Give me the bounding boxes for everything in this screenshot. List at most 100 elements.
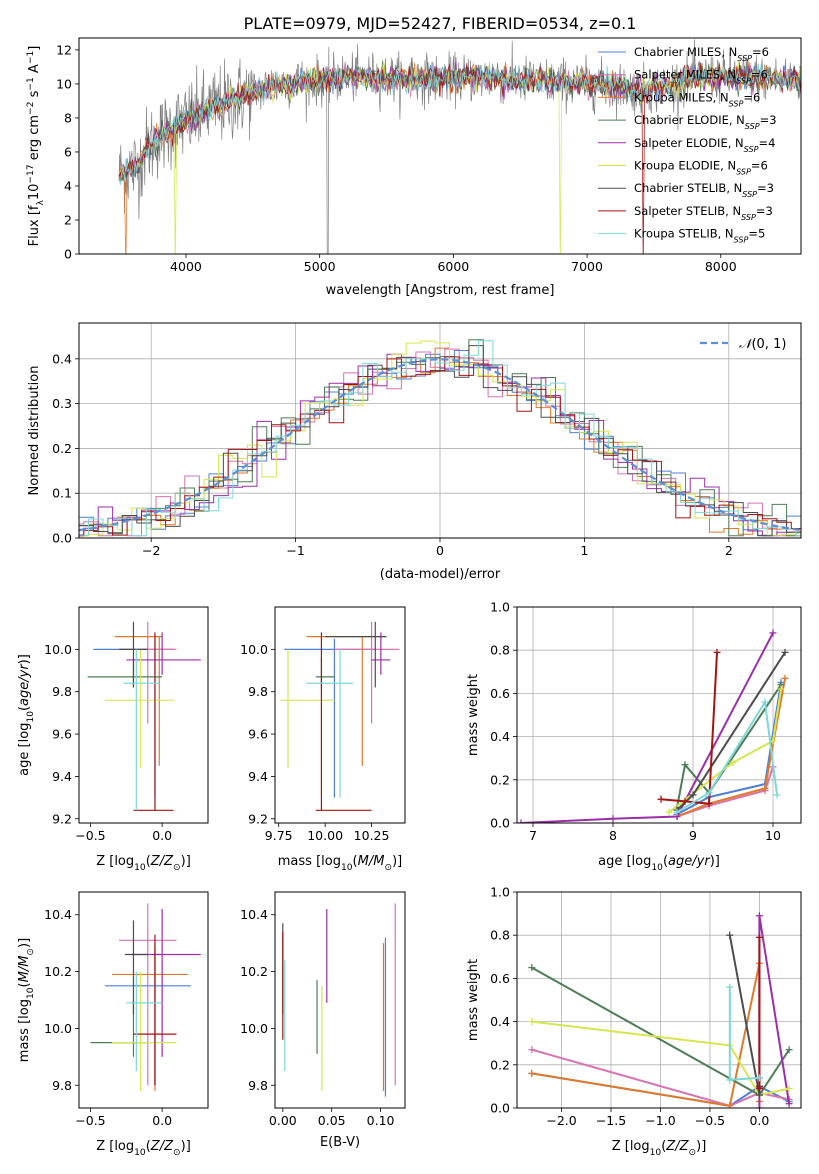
y-tick-label: 9.2 xyxy=(248,811,268,826)
mass-vs-Z-x-label: Z [log10(Z/Z⊙)] xyxy=(96,1139,191,1158)
weight-marker xyxy=(777,685,785,693)
weight-series-chabrier_stelib xyxy=(726,931,763,1099)
y-tick-label: 10.2 xyxy=(44,964,72,979)
x-tick-label: 10.25 xyxy=(354,828,390,843)
weight-marker xyxy=(726,931,734,939)
error-bar-point-kroupa_stelib xyxy=(123,649,160,811)
error-bar-point-salpeter_miles xyxy=(334,621,400,724)
x-tick-label: 6000 xyxy=(437,259,469,274)
error-bar-point-salpeter_stelib xyxy=(315,632,372,811)
weight-marker xyxy=(609,815,617,823)
residuals-x-label: (data-model)/error xyxy=(380,567,501,582)
y-tick-label: 0.4 xyxy=(490,729,510,744)
x-tick-label: 10 xyxy=(765,828,781,843)
histogram-chabrier_stelib xyxy=(79,345,801,537)
spectrum-frame xyxy=(78,37,802,255)
y-tick-label: 1.0 xyxy=(490,885,510,900)
x-tick-label: 0.00 xyxy=(269,1113,297,1128)
residuals-frame xyxy=(78,322,802,539)
x-tick-label: 10.00 xyxy=(307,828,343,843)
weight-marker xyxy=(785,1100,793,1108)
y-tick-label: 0.0 xyxy=(490,1101,510,1116)
x-tick-label: 8 xyxy=(609,828,617,843)
legend-entry: Kroupa STELIB, NSSP=5 xyxy=(634,227,765,245)
weight-marker xyxy=(785,1085,793,1093)
age-vs-mass-x-label: mass [log10(M/M⊙)] xyxy=(278,854,402,873)
x-tick-label: −0.5 xyxy=(695,1113,725,1128)
y-tick-label: 10.0 xyxy=(240,642,268,657)
y-tick-label: 9.4 xyxy=(52,769,72,784)
y-tick-label: 10.4 xyxy=(44,907,72,922)
weight-series-salpeter_stelib xyxy=(755,933,763,1093)
y-tick-label: 0.2 xyxy=(490,1057,510,1072)
histogram-salpeter_miles xyxy=(79,348,801,537)
age_vs_Z-axes: −0.5 0.0 9.2 9.4 9.6 9.8 10.0 xyxy=(44,642,172,843)
y-tick-label: 9.4 xyxy=(248,769,268,784)
mass-vs-ebv-x-label: E(B-V) xyxy=(320,1135,360,1150)
error-bar-point-chabrier_stelib xyxy=(325,621,387,688)
weight-marker xyxy=(755,1085,763,1093)
y-tick-label: 0.1 xyxy=(52,486,72,501)
spectrum-plot-area xyxy=(118,39,801,254)
y-tick-label: 10.0 xyxy=(44,1021,72,1036)
age_vs_Z-plot-area xyxy=(87,621,201,811)
y-tick-label: 0.2 xyxy=(52,441,72,456)
y-tick-label: 6 xyxy=(64,144,72,159)
y-tick-label: 10.2 xyxy=(240,964,268,979)
weight-line xyxy=(676,766,774,818)
mass_vs_ebv-plot-area xyxy=(282,903,396,1097)
normal-reference-curve xyxy=(79,358,801,532)
legend-entry: Chabrier ELODIE, NSSP=3 xyxy=(634,113,777,131)
legend-entry: Chabrier STELIB, NSSP=3 xyxy=(634,181,774,199)
spectrum-legend: Chabrier MILES, NSSP=6 Salpeter MILES, NS… xyxy=(598,45,777,244)
x-tick-label: 8000 xyxy=(705,259,737,274)
x-tick-label: 0 xyxy=(436,543,444,558)
weight-marker xyxy=(729,759,737,767)
error-bar-point-chabrier_miles xyxy=(284,638,376,798)
legend-entry: Salpeter STELIB, NSSP=3 xyxy=(634,204,773,222)
y-tick-label: 0 xyxy=(64,247,72,262)
x-tick-label: −1 xyxy=(286,543,304,558)
x-tick-label: −0.5 xyxy=(75,828,105,843)
y-tick-label: 0.6 xyxy=(490,686,510,701)
y-tick-label: 0.3 xyxy=(52,396,72,411)
x-tick-label: 9.75 xyxy=(265,828,293,843)
weight-marker xyxy=(705,789,713,797)
y-tick-label: 0.8 xyxy=(490,928,510,943)
y-tick-label: 0.4 xyxy=(490,1014,510,1029)
weight-marker xyxy=(761,784,769,792)
weight-marker xyxy=(785,1046,793,1054)
weight-line xyxy=(531,1048,790,1107)
error-bar-point-kroupa_stelib xyxy=(126,971,163,1072)
error-bar-point-salpeter_stelib xyxy=(133,934,177,1086)
y-tick-label: 9.2 xyxy=(52,811,72,826)
x-tick-label: −1.0 xyxy=(645,1113,675,1128)
weight-marker xyxy=(755,1104,763,1108)
weight-marker xyxy=(528,964,536,972)
weight_vs_age-y-label: mass weight xyxy=(466,674,481,756)
weight-marker xyxy=(755,933,763,941)
weight-marker xyxy=(705,800,713,808)
legend-entry: Chabrier MILES, NSSP=6 xyxy=(634,45,769,63)
age-vs-Z-y-label: age [log10(age/yr)] xyxy=(17,654,36,776)
error-bar-point-kroupa_elodie xyxy=(104,649,174,768)
legend-entry: 𝒩(0, 1) xyxy=(739,337,786,352)
mass_vs_Z-plot-area xyxy=(90,903,201,1091)
weight-marker xyxy=(755,912,763,920)
error-bar-point-chabrier_stelib xyxy=(119,621,148,688)
y-tick-label: 0.6 xyxy=(490,971,510,986)
y-tick-label: 2 xyxy=(64,212,72,227)
y-tick-label: 0.8 xyxy=(490,643,510,658)
weight-series-salpeter_elodie xyxy=(755,912,793,1108)
weight-marker xyxy=(657,795,665,803)
mass_vs_Z-axes: −0.5 0.0 9.8 10.0 10.2 10.4 xyxy=(44,907,172,1128)
y-tick-label: 10.4 xyxy=(240,907,268,922)
weight_vs_Z-axes: −2.0 −1.5 −1.0 −0.5 0.0 0.0 0.2 0.4 0.6 0.8 1.0 xyxy=(490,885,801,1128)
residuals-y-label: Normed distribution xyxy=(27,366,42,496)
y-tick-label: 10.0 xyxy=(44,642,72,657)
y-tick-label: 9.8 xyxy=(248,1078,268,1093)
x-tick-label: 0.0 xyxy=(152,828,172,843)
weight-marker xyxy=(681,797,689,805)
